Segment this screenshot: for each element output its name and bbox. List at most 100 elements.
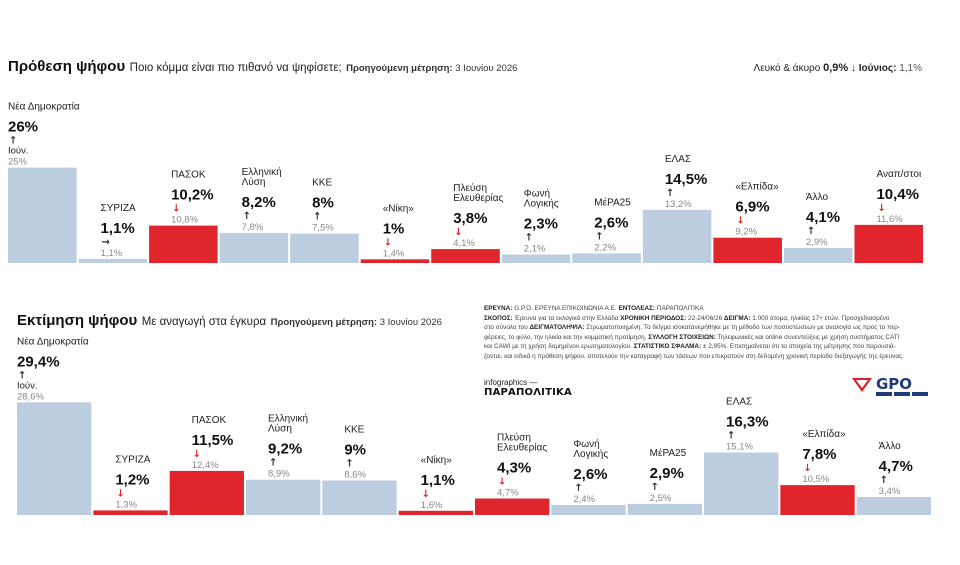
- bar-0-3: [219, 232, 289, 263]
- label-group-1-4: ΚΚΕ 9%↑8,6%: [344, 425, 366, 481]
- credit-label: infographics —: [484, 378, 538, 387]
- previous-value: 1,3%: [115, 499, 137, 510]
- label-group-0-1: ΣΥΡΙΖΑ 1,1%→1,1%: [101, 203, 136, 259]
- previous-value: 10,5%: [802, 474, 829, 485]
- bar-1-0: [17, 402, 92, 515]
- category-label: Ελευθερίας: [497, 442, 547, 454]
- bar-0-1: [78, 258, 148, 263]
- trend-arrow: ↑: [269, 458, 277, 469]
- category-label: Λογικής: [524, 198, 559, 210]
- previous-value: 1,4%: [383, 248, 405, 259]
- panel1-header: Πρόθεση ψήφου Ποιο κόμμα είναι πιο πιθαν…: [8, 58, 517, 76]
- panel2-previous: Προηγούμενη μέτρηση: 3 Ιουνίου 2026: [270, 317, 442, 328]
- label-group-0-11: Άλλο 4,1%↑2,9%: [806, 192, 840, 248]
- gpo-logo: GPO: [852, 375, 928, 396]
- value-label: 2,9%: [650, 465, 684, 482]
- label-group-1-10: «Ελπίδα» 7,8%↓10,5%: [802, 428, 846, 485]
- category-label: Λύση: [242, 176, 266, 188]
- label-group-1-11: Άλλο 4,7%↑3,4%: [879, 441, 913, 497]
- bar-1-2: [169, 470, 244, 515]
- trend-arrow: ↑: [595, 231, 603, 242]
- blank-prev-value: 1,1%: [899, 63, 922, 74]
- trend-arrow: ↑: [345, 459, 353, 470]
- category-label: ΣΥΡΙΖΑ: [115, 454, 150, 465]
- label-group-0-5: «Νίκη» 1%↓1,4%: [383, 202, 415, 259]
- value-label: 1,2%: [115, 471, 149, 488]
- bar-1-4: [322, 480, 397, 515]
- previous-value: 2,4%: [573, 494, 595, 505]
- label-group-0-12: Αναπ/στοι 10,4%↓11,6%: [876, 169, 921, 225]
- label-group-1-9: ΕΛΑΣ 16,3%↑15,1%: [726, 397, 769, 453]
- label-group-1-1: ΣΥΡΙΖΑ 1,2%↓1,3%: [115, 454, 150, 510]
- previous-value: 7,8%: [242, 222, 264, 233]
- previous-value: 3,4%: [879, 486, 901, 497]
- label-group-1-2: ΠΑΣΟΚ 11,5%↓12,4%: [192, 415, 234, 471]
- previous-value: 2,5%: [650, 493, 672, 504]
- category-label: ΚΚΕ: [312, 178, 332, 189]
- category-label: Φωνή: [573, 438, 599, 450]
- trend-arrow: ↑: [313, 212, 321, 223]
- value-label: 10,2%: [171, 187, 214, 204]
- previous-value: 7,5%: [312, 223, 334, 234]
- previous-value: 4,7%: [497, 488, 519, 499]
- category-label: ΕΛΑΣ: [726, 397, 752, 408]
- trend-arrow: ↓: [498, 477, 506, 488]
- bar-1-6: [475, 498, 550, 515]
- value-label: 2,6%: [594, 214, 628, 231]
- value-label: 4,3%: [497, 460, 531, 477]
- previous-value: 10,8%: [171, 215, 198, 226]
- bar-1-10: [780, 485, 855, 515]
- survey-info: ΕΡΕΥΝΑ: G.P.O. ΕΡΕΥΝΑ ΕΠΙΚΟΙΝΩΝΙΑ Α.Ε. Ε…: [484, 305, 904, 360]
- category-label: Αναπ/στοι: [876, 169, 921, 180]
- category-label: ΜέΡΑ25: [650, 447, 687, 459]
- previous-value: 12,4%: [192, 460, 219, 471]
- blank-prev-label: Ιούνιος:: [858, 63, 897, 74]
- label-group-0-9: ΕΛΑΣ 14,5%↑13,2%: [665, 154, 708, 210]
- value-label: 2,3%: [524, 216, 558, 233]
- trend-arrow: ↑: [651, 482, 659, 493]
- value-label: 4,7%: [879, 458, 913, 475]
- bar-1-8: [627, 503, 702, 515]
- label-group-0-10: «Ελπίδα» 6,9%↓9,2%: [735, 181, 779, 238]
- blank-label: Λευκό & άκυρο: [753, 63, 821, 74]
- value-label: 11,5%: [192, 432, 234, 449]
- bar-0-7: [501, 254, 571, 263]
- label-group-1-5: «Νίκη» 1,1%↓1,6%: [421, 454, 455, 511]
- category-label: «Νίκη»: [383, 202, 415, 214]
- trend-arrow: ↓: [172, 204, 180, 215]
- category-label: «Νίκη»: [421, 454, 453, 466]
- trend-arrow: ↓: [803, 463, 811, 474]
- category-label: Ελευθερίας: [453, 192, 503, 204]
- label-group-0-8: ΜέΡΑ25 2,6%↑2,2%: [594, 196, 631, 253]
- trend-arrow: ↑: [525, 233, 533, 244]
- value-label: 8%: [312, 195, 334, 212]
- value-label: 9%: [344, 442, 366, 459]
- previous-value: 11,6%: [876, 214, 903, 225]
- category-label: Άλλο: [879, 441, 902, 452]
- trend-arrow: ↓: [454, 227, 462, 238]
- brand-name: ΠΑΡΑΠΟΛΙΤΙΚΑ: [484, 387, 572, 398]
- trend-arrow: ↑: [666, 188, 674, 199]
- label-group-0-2: ΠΑΣΟΚ 10,2%↓10,8%: [171, 170, 214, 226]
- trend-arrow: →: [102, 237, 110, 248]
- panel1-title: Πρόθεση ψήφου: [8, 58, 126, 75]
- category-label: Νέα Δημοκρατία: [8, 101, 80, 113]
- category-label: Πλεύση: [453, 182, 487, 194]
- previous-value: 28,6%: [17, 391, 44, 402]
- value-label: 8,2%: [242, 194, 276, 211]
- trend-arrow: ↑: [9, 136, 17, 147]
- value-label: 9,2%: [268, 441, 302, 458]
- value-label: 1,1%: [101, 220, 135, 237]
- bar-0-10: [713, 237, 782, 263]
- category-label: ΚΚΕ: [344, 425, 364, 436]
- panel2-subtitle: Με αναγωγή στα έγκυρα: [141, 316, 267, 328]
- trend-arrow: ↓: [384, 237, 392, 248]
- bar-1-9: [704, 452, 779, 515]
- previous-prefix: Ιούν.: [17, 380, 38, 391]
- bar-0-9: [642, 209, 712, 263]
- value-label: 26%: [8, 119, 38, 136]
- category-label: Λογικής: [573, 448, 608, 460]
- trend-arrow: ↓: [116, 488, 124, 499]
